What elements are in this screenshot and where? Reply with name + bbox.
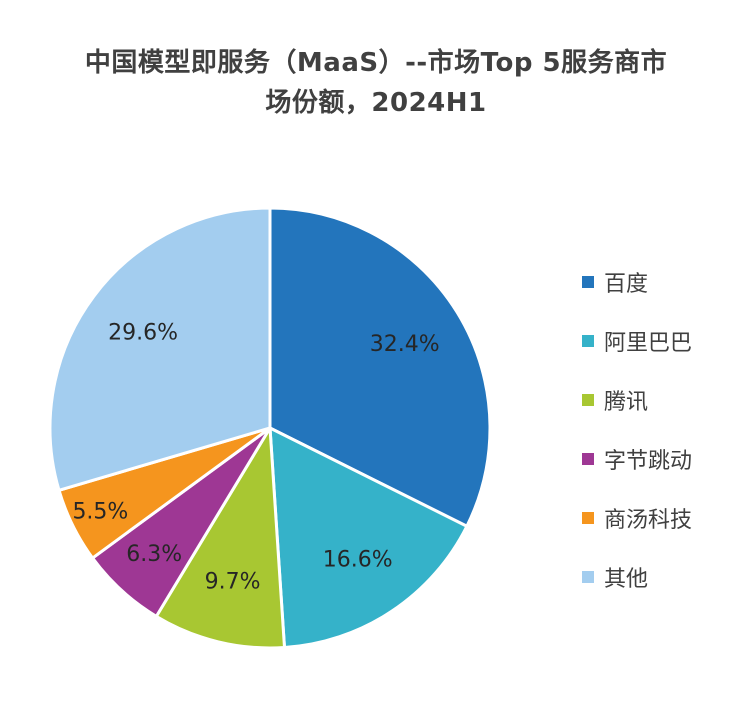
legend-label: 商汤科技 (604, 508, 693, 533)
legend-item-5: 商汤科技 (582, 504, 693, 533)
slice-data-label-6: 29.6% (108, 321, 178, 346)
legend-label: 腾讯 (604, 390, 649, 415)
legend-swatch (582, 512, 594, 524)
slice-data-label-2: 16.6% (323, 547, 393, 572)
legend-swatch (582, 571, 594, 583)
pie-slice-2 (268, 426, 469, 650)
legend-label: 百度 (604, 272, 649, 297)
chart-title-line-2: 场份额，2024H1 (265, 88, 487, 118)
pie-data-labels: 32.4% 16.6% 9.7% 6.3% 5.5% 29.6% (72, 321, 439, 595)
slice-data-label-3: 9.7% (205, 569, 261, 594)
chart-title-line-1: 中国模型即服务（MaaS）--市场Top 5服务商市 (84, 48, 668, 78)
legend-swatch (582, 394, 594, 406)
pie-slice-1 (268, 206, 492, 528)
legend-item-4: 字节跳动 (582, 445, 693, 474)
legend-swatch (582, 453, 594, 465)
legend-item-2: 阿里巴巴 (582, 327, 693, 356)
slice-data-label-4: 6.3% (126, 542, 182, 567)
legend-item-3: 腾讯 (582, 386, 649, 415)
slice-data-label-1: 32.4% (370, 332, 440, 357)
legend-label: 阿里巴巴 (604, 331, 693, 356)
pie-slices (48, 206, 492, 650)
legend-item-6: 其他 (582, 563, 649, 592)
legend-item-1: 百度 (582, 268, 649, 297)
legend-swatch (582, 335, 594, 347)
legend-swatch (582, 276, 594, 288)
pie-slice-6 (48, 206, 272, 492)
legend-label: 字节跳动 (604, 449, 693, 474)
legend-label: 其他 (604, 567, 649, 592)
slice-data-label-5: 5.5% (72, 500, 128, 525)
pie-slice-3 (154, 426, 286, 650)
